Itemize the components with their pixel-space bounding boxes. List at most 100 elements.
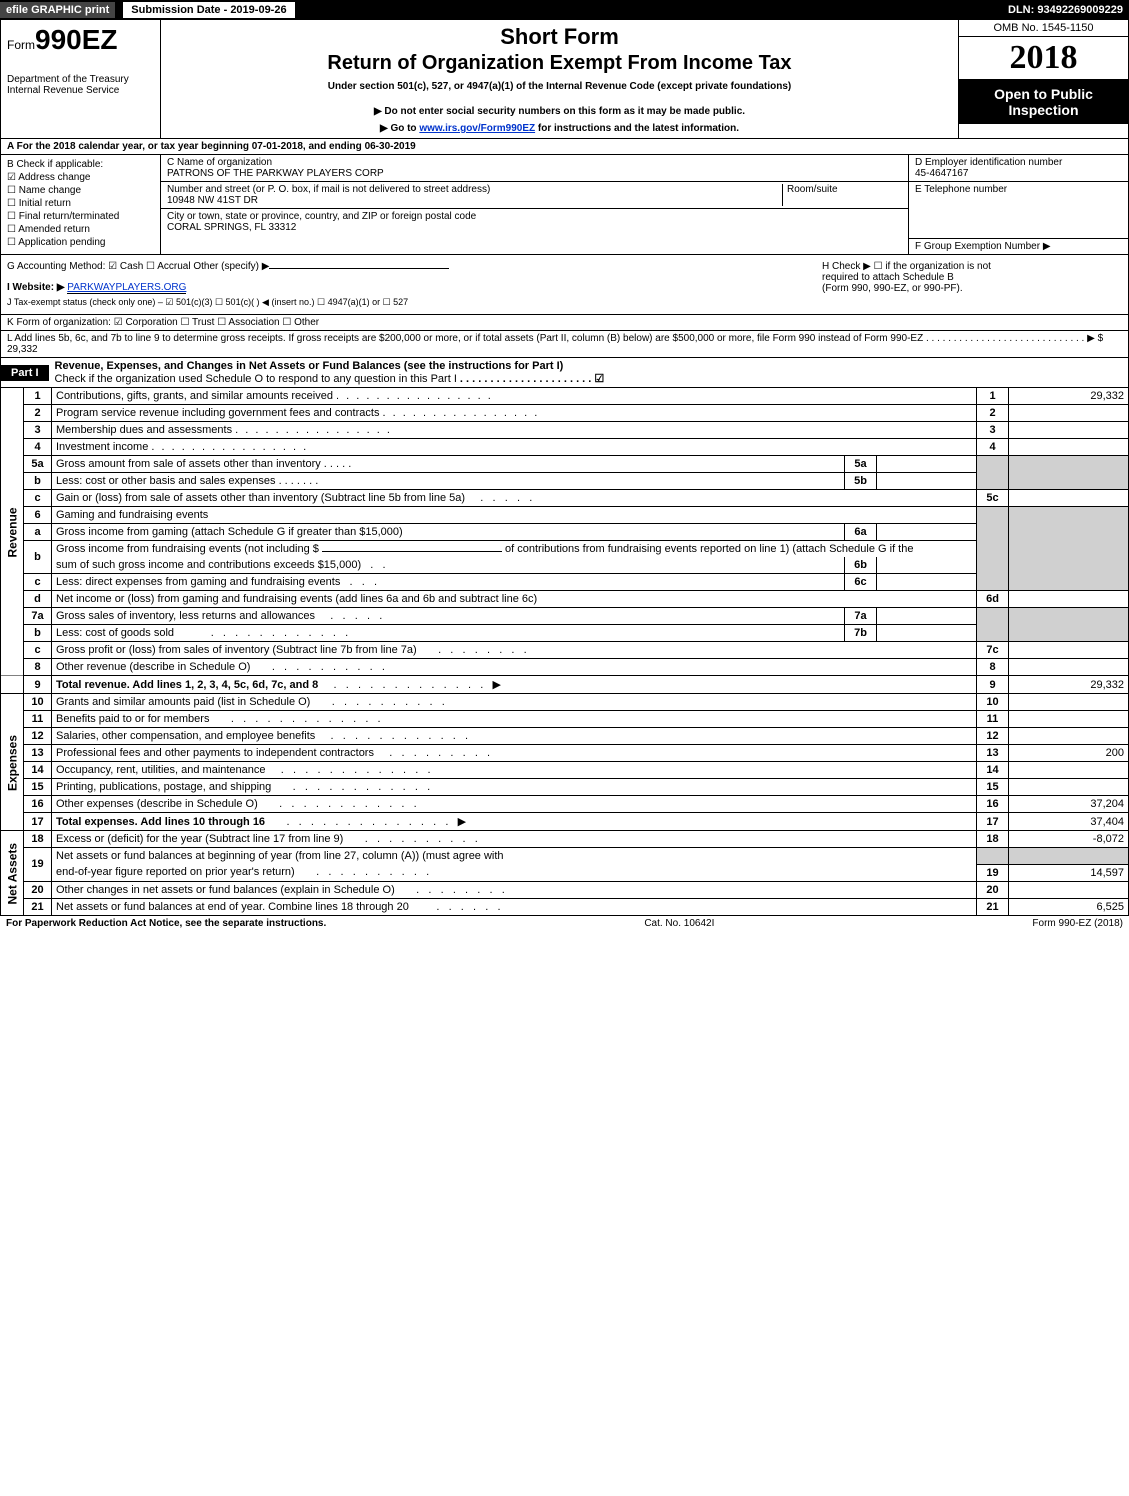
- lineno-5c: c: [24, 490, 52, 507]
- website-link[interactable]: PARKWAYPLAYERS.ORG: [67, 282, 186, 294]
- desc-16: Other expenses (describe in Schedule O) …: [52, 796, 977, 813]
- col-name-address: C Name of organization PATRONS OF THE PA…: [161, 155, 908, 254]
- row-a-label: A For the 2018 calendar year, or tax yea…: [7, 141, 252, 152]
- cell-c: C Name of organization PATRONS OF THE PA…: [161, 155, 908, 182]
- fundraising-amount-line[interactable]: [322, 551, 502, 552]
- form-header: Form990EZ Department of the Treasury Int…: [0, 20, 1129, 139]
- desc-17: Total expenses. Add lines 10 through 16 …: [52, 813, 977, 831]
- val-14: [1009, 762, 1129, 779]
- side-revenue: Revenue: [1, 388, 24, 676]
- part-1-title: Revenue, Expenses, and Changes in Net As…: [49, 358, 1128, 387]
- irs-label: Internal Revenue Service: [7, 85, 154, 96]
- chk-final-return[interactable]: ☐ Final return/terminated: [7, 211, 154, 222]
- val-7c: [1009, 642, 1129, 659]
- desc-14: Occupancy, rent, utilities, and maintena…: [52, 762, 977, 779]
- desc-7c: Gross profit or (loss) from sales of inv…: [52, 642, 977, 659]
- rno-19: 19: [977, 864, 1009, 881]
- short-form-title: Short Form: [169, 24, 950, 50]
- chk-initial-return[interactable]: ☐ Initial return: [7, 198, 154, 209]
- chk-name-change[interactable]: ☐ Name change: [7, 185, 154, 196]
- tax-year-end: 06-30-2019: [365, 141, 416, 152]
- rno-3: 3: [977, 422, 1009, 439]
- rno-6d: 6d: [977, 591, 1009, 608]
- lineno-15: 15: [24, 779, 52, 796]
- other-specify-line[interactable]: [269, 268, 449, 269]
- mid-5b: 5b: [845, 473, 877, 490]
- org-city: CORAL SPRINGS, FL 33312: [167, 222, 902, 233]
- col-g: G Accounting Method: ☑ Cash ☐ Accrual Ot…: [7, 261, 822, 308]
- row-k: K Form of organization: ☑ Corporation ☐ …: [0, 315, 1129, 331]
- desc-8: Other revenue (describe in Schedule O) .…: [52, 659, 977, 676]
- col-b-title: B Check if applicable:: [7, 159, 154, 170]
- chk-application-pending[interactable]: ☐ Application pending: [7, 237, 154, 248]
- efile-print-button[interactable]: efile GRAPHIC print: [0, 2, 115, 18]
- chk-amended-return-label: Amended return: [18, 224, 90, 235]
- rno-1: 1: [977, 388, 1009, 405]
- grey-6: [977, 507, 1009, 591]
- footer-left: For Paperwork Reduction Act Notice, see …: [6, 918, 326, 929]
- chk-address-change[interactable]: ☑ Address change: [7, 172, 154, 183]
- lineno-6a: a: [24, 524, 52, 541]
- desc-7b: Less: cost of goods sold . . . . . . . .…: [52, 625, 845, 642]
- val-1: 29,332: [1009, 388, 1129, 405]
- header-left: Form990EZ Department of the Treasury Int…: [1, 20, 161, 138]
- irs-link[interactable]: www.irs.gov/Form990EZ: [419, 123, 535, 134]
- desc-5a: Gross amount from sale of assets other t…: [52, 456, 845, 473]
- val-12: [1009, 728, 1129, 745]
- desc-1: Contributions, gifts, grants, and simila…: [52, 388, 977, 405]
- h-line2: required to attach Schedule B: [822, 272, 1122, 283]
- do-not-enter: ▶ Do not enter social security numbers o…: [169, 106, 950, 117]
- rno-13: 13: [977, 745, 1009, 762]
- desc-7a: Gross sales of inventory, less returns a…: [52, 608, 845, 625]
- chk-final-return-label: Final return/terminated: [19, 211, 120, 222]
- rno-9: 9: [977, 676, 1009, 694]
- val-16: 37,204: [1009, 796, 1129, 813]
- org-info-block: B Check if applicable: ☑ Address change …: [0, 155, 1129, 255]
- rno-8: 8: [977, 659, 1009, 676]
- rno-10: 10: [977, 694, 1009, 711]
- rno-4: 4: [977, 439, 1009, 456]
- chk-amended-return[interactable]: ☐ Amended return: [7, 224, 154, 235]
- tax-year: 2018: [959, 37, 1128, 80]
- org-address: 10948 NW 41ST DR: [167, 195, 782, 206]
- desc-2: Program service revenue including govern…: [52, 405, 977, 422]
- greyval-7: [1009, 608, 1129, 642]
- lineno-1: 1: [24, 388, 52, 405]
- tax-year-begin: 07-01-2018: [252, 141, 303, 152]
- goto-suffix: for instructions and the latest informat…: [535, 123, 739, 134]
- room-suite: Room/suite: [782, 184, 902, 206]
- desc-10: Grants and similar amounts paid (list in…: [52, 694, 977, 711]
- rno-11: 11: [977, 711, 1009, 728]
- val-21: 6,525: [1009, 898, 1129, 915]
- col-b-checkboxes: B Check if applicable: ☑ Address change …: [1, 155, 161, 254]
- val-11: [1009, 711, 1129, 728]
- desc-6: Gaming and fundraising events: [52, 507, 977, 524]
- top-bar: efile GRAPHIC print Submission Date - 20…: [0, 0, 1129, 20]
- rno-2: 2: [977, 405, 1009, 422]
- footer-cat: Cat. No. 10642I: [644, 918, 714, 929]
- val-10: [1009, 694, 1129, 711]
- midval-6b: [877, 557, 977, 574]
- d-label: D Employer identification number: [915, 157, 1122, 168]
- col-h: H Check ▶ ☐ if the organization is not r…: [822, 261, 1122, 308]
- lineno-18: 18: [24, 831, 52, 848]
- part-1-check[interactable]: ☑: [594, 373, 604, 385]
- lineno-7c: c: [24, 642, 52, 659]
- desc-5c: Gain or (loss) from sale of assets other…: [52, 490, 977, 507]
- desc-12: Salaries, other compensation, and employ…: [52, 728, 977, 745]
- mid-7b: 7b: [845, 625, 877, 642]
- desc-20: Other changes in net assets or fund bala…: [52, 881, 977, 898]
- lineno-4: 4: [24, 439, 52, 456]
- open-public-1: Open to Public: [961, 86, 1126, 102]
- chk-application-pending-label: Application pending: [18, 237, 105, 248]
- lineno-14: 14: [24, 762, 52, 779]
- val-9: 29,332: [1009, 676, 1129, 694]
- footer-form: Form 990-EZ (2018): [1032, 918, 1123, 929]
- lineno-11: 11: [24, 711, 52, 728]
- row-g-h: G Accounting Method: ☑ Cash ☐ Accrual Ot…: [0, 255, 1129, 315]
- lineno-6c: c: [24, 574, 52, 591]
- open-public: Open to Public Inspection: [959, 80, 1128, 124]
- desc-21: Net assets or fund balances at end of ye…: [52, 898, 977, 915]
- mid-6c: 6c: [845, 574, 877, 591]
- lineno-21: 21: [24, 898, 52, 915]
